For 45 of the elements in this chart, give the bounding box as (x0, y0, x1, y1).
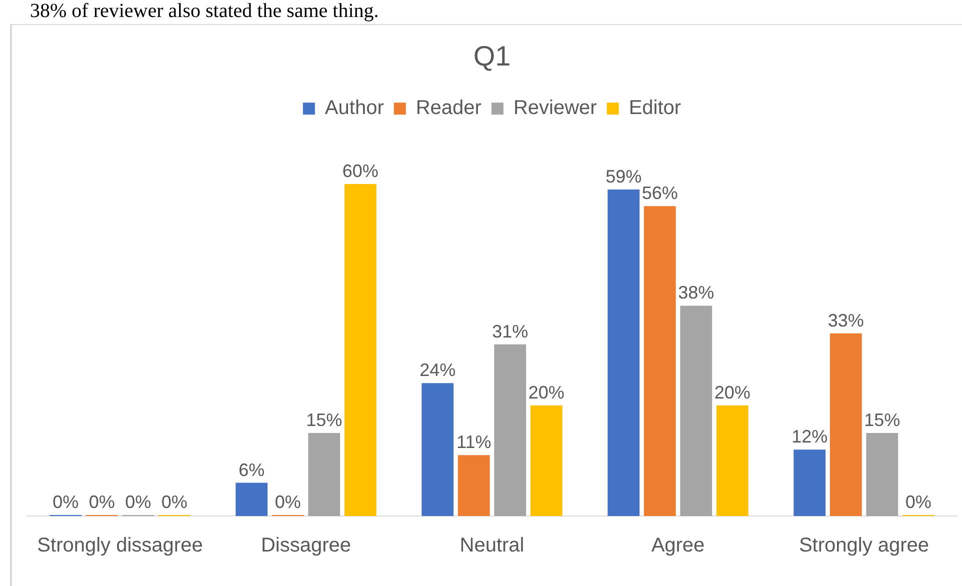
data-label: 0% (88, 492, 115, 512)
bar (344, 184, 376, 516)
x-tick-label: Agree (651, 534, 705, 557)
data-label: 59% (606, 166, 642, 186)
data-label: 60% (342, 160, 378, 181)
data-label: 31% (492, 321, 528, 342)
bar (422, 383, 454, 516)
bar (794, 450, 826, 516)
bar (866, 432, 898, 516)
x-tick-label: Strongly agree (798, 534, 930, 557)
data-label: 24% (420, 360, 456, 380)
data-label: 0% (905, 492, 932, 512)
data-label: 38% (678, 282, 714, 303)
data-label: 20% (714, 382, 750, 402)
data-label: 6% (238, 460, 265, 480)
data-label: 11% (456, 432, 492, 452)
legend-label: Editor (628, 97, 682, 120)
x-tick-label: Neutral (460, 534, 524, 557)
bar (236, 482, 268, 516)
data-label: 20% (528, 382, 564, 402)
bar (308, 432, 340, 516)
text: 38% of reviewer also stated the same thing. (30, 0, 379, 22)
bar (608, 189, 640, 516)
legend-label: Reviewer (513, 97, 598, 120)
data-label: 0% (274, 492, 301, 512)
bar (458, 455, 490, 516)
chart-title: Q1 (473, 40, 511, 72)
x-tick-label: Strongly dissagree (37, 534, 203, 557)
bar (494, 344, 526, 516)
bar (830, 333, 862, 516)
data-label: 33% (828, 310, 864, 330)
x-tick-label: Dissagree (260, 534, 352, 557)
legend-label: Reader (416, 97, 482, 120)
bar (530, 405, 562, 516)
data-label: 0% (161, 492, 188, 512)
data-label: 0% (52, 492, 79, 512)
data-label: 56% (642, 183, 678, 204)
bar (716, 405, 748, 516)
data-label: 15% (864, 410, 900, 430)
legend-label: Author (324, 97, 384, 120)
data-label: 0% (125, 492, 152, 512)
bar (680, 306, 712, 516)
data-label: 15% (306, 410, 342, 430)
bar (644, 206, 676, 516)
data-label: 12% (792, 426, 828, 447)
